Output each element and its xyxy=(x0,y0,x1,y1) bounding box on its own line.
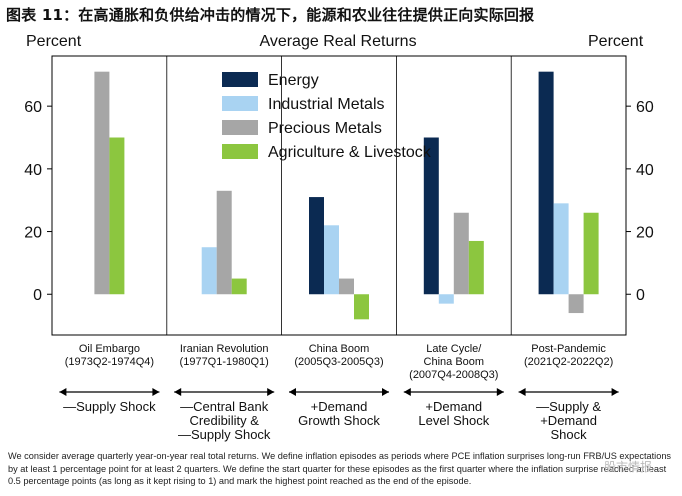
bar-agriculture-livestock xyxy=(583,212,599,295)
bar-energy xyxy=(309,197,324,295)
bar-precious-metals xyxy=(568,294,584,314)
arrowhead-right xyxy=(267,388,275,396)
bar-precious-metals xyxy=(453,212,469,295)
shock-label: +Demand xyxy=(540,413,597,428)
category-label: China Boom xyxy=(424,356,485,368)
figure-title: 图表 11：在高通胀和负供给冲击的情况下，能源和农业往往提供正向实际回报 xyxy=(6,6,535,24)
arrowhead-left xyxy=(403,388,411,396)
category-label: (2005Q3-2005Q3) xyxy=(294,356,383,368)
shock-label: —Supply & xyxy=(536,399,601,414)
legend-label: Precious Metals xyxy=(268,120,382,137)
shock-label: Shock xyxy=(551,427,588,442)
y-tick-label-right: 0 xyxy=(636,287,645,304)
category-label: (2007Q4-2008Q3) xyxy=(409,369,498,381)
watermark: 股市情报 xyxy=(603,460,652,474)
legend-swatch xyxy=(222,96,258,111)
arrowhead-left xyxy=(174,388,182,396)
arrowhead-right xyxy=(382,388,389,396)
legend-swatch xyxy=(222,144,258,159)
bar-industrial-metals xyxy=(324,225,339,295)
legend-label: Energy xyxy=(268,72,319,89)
category-label: (1973Q2-1974Q4) xyxy=(65,356,154,368)
y-axis-label-right: Percent xyxy=(588,33,644,50)
bar-industrial-metals xyxy=(438,294,454,304)
shock-label: Growth Shock xyxy=(298,413,380,428)
shock-label: —Supply Shock xyxy=(63,399,156,414)
category-label: Late Cycle/ xyxy=(426,343,482,355)
category-label: (2021Q2-2022Q2) xyxy=(524,356,613,368)
y-tick-label-right: 20 xyxy=(636,225,654,242)
legend-swatch xyxy=(222,120,258,135)
arrowhead-right xyxy=(496,388,504,396)
category-label: (1977Q1-1980Q1) xyxy=(180,356,269,368)
category-label: Post-Pandemic xyxy=(531,343,606,355)
shock-label: +Demand xyxy=(311,399,368,414)
shock-label: —Central Bank xyxy=(180,399,269,414)
bar-precious-metals xyxy=(339,278,354,295)
bar-industrial-metals xyxy=(553,203,569,295)
bar-energy xyxy=(423,137,439,295)
bar-agriculture-livestock xyxy=(468,240,484,295)
shock-label: Level Shock xyxy=(418,413,489,428)
category-label: China Boom xyxy=(309,343,370,355)
y-tick-label-left: 40 xyxy=(24,162,42,179)
y-tick-label-left: 0 xyxy=(33,287,42,304)
footnote: We consider average quarterly year-on-ye… xyxy=(8,451,672,486)
y-tick-label-right: 40 xyxy=(636,162,654,179)
chart-title: Average Real Returns xyxy=(259,33,416,50)
category-label: Oil Embargo xyxy=(79,343,140,355)
bar-agriculture-livestock xyxy=(231,278,247,295)
bar-energy xyxy=(538,71,554,295)
bar-agriculture-livestock xyxy=(354,294,369,320)
arrowhead-left xyxy=(518,388,526,396)
shock-label: —Supply Shock xyxy=(178,427,271,442)
y-tick-label-left: 60 xyxy=(24,99,42,116)
bar-agriculture-livestock xyxy=(109,137,125,295)
average-real-returns-chart: 0 0 20 20 40 40 60 60 Percent Average Real Return… xyxy=(24,33,654,442)
arrowhead-left xyxy=(59,388,67,396)
plot-frame xyxy=(51,55,627,336)
y-tick-label-left: 20 xyxy=(24,225,42,242)
legend-label: Industrial Metals xyxy=(268,96,385,113)
shock-label: Credibility & xyxy=(190,413,260,428)
legend-swatch xyxy=(222,72,258,87)
arrowhead-left xyxy=(289,388,296,396)
arrowhead-right xyxy=(152,388,160,396)
category-label: Iranian Revolution xyxy=(180,343,269,355)
legend-label: Agriculture & Livestock xyxy=(268,144,432,161)
y-axis-label-left: Percent xyxy=(26,33,82,50)
shock-label: +Demand xyxy=(425,399,482,414)
arrowhead-right xyxy=(611,388,619,396)
bar-precious-metals xyxy=(94,71,110,295)
bar-precious-metals xyxy=(216,190,232,295)
y-tick-label-right: 60 xyxy=(636,99,654,116)
bar-industrial-metals xyxy=(201,247,217,295)
